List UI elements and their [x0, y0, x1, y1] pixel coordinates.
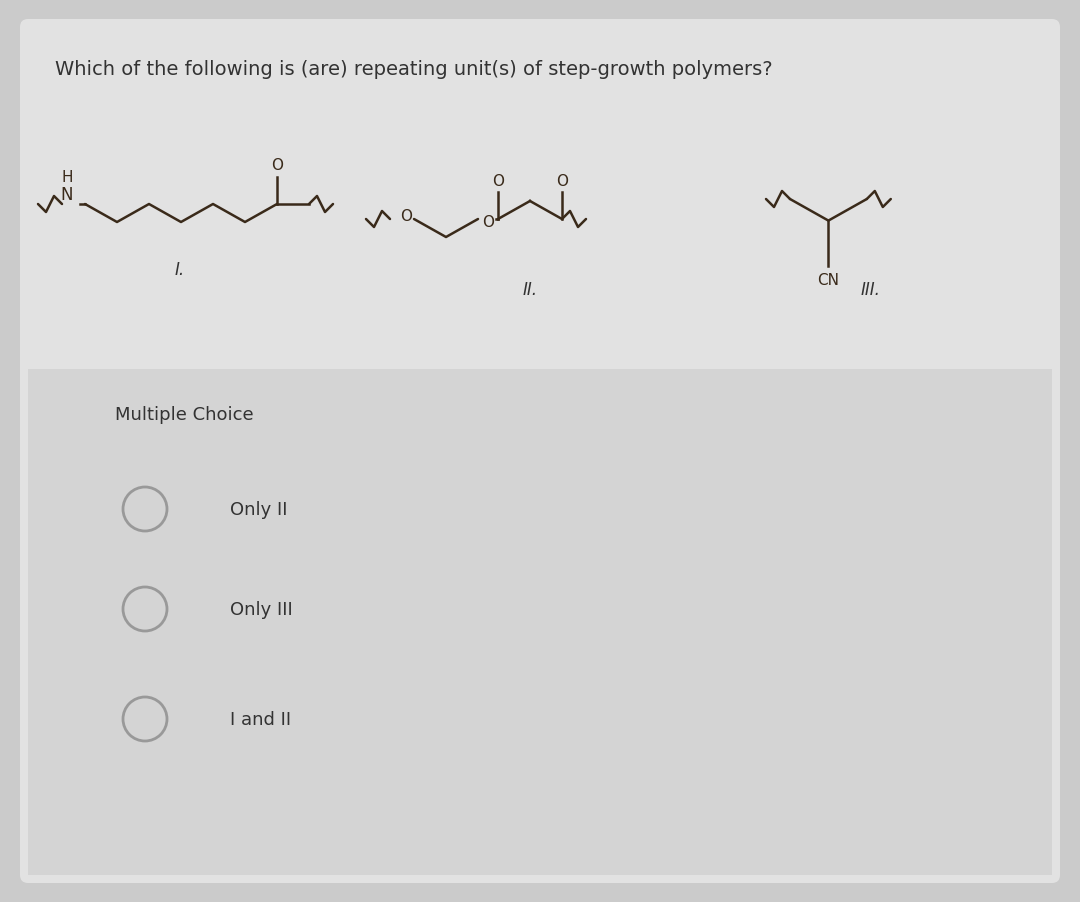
- Text: I.: I.: [175, 261, 185, 279]
- Text: O: O: [482, 216, 494, 230]
- Text: N: N: [60, 186, 73, 204]
- Text: Only II: Only II: [230, 501, 287, 519]
- Text: I and II: I and II: [230, 710, 292, 728]
- Text: III.: III.: [860, 281, 880, 299]
- Text: O: O: [400, 209, 411, 225]
- Text: O: O: [556, 173, 568, 189]
- Bar: [28, 370, 1052, 875]
- FancyBboxPatch shape: [21, 20, 1059, 883]
- Text: Only III: Only III: [230, 601, 293, 618]
- Text: O: O: [271, 159, 283, 173]
- Text: Which of the following is (are) repeating unit(s) of step-growth polymers?: Which of the following is (are) repeatin…: [55, 60, 772, 78]
- Text: CN: CN: [818, 272, 839, 288]
- Text: O: O: [492, 173, 504, 189]
- Text: II.: II.: [523, 281, 538, 299]
- Text: Multiple Choice: Multiple Choice: [114, 406, 254, 424]
- Text: H: H: [62, 170, 72, 184]
